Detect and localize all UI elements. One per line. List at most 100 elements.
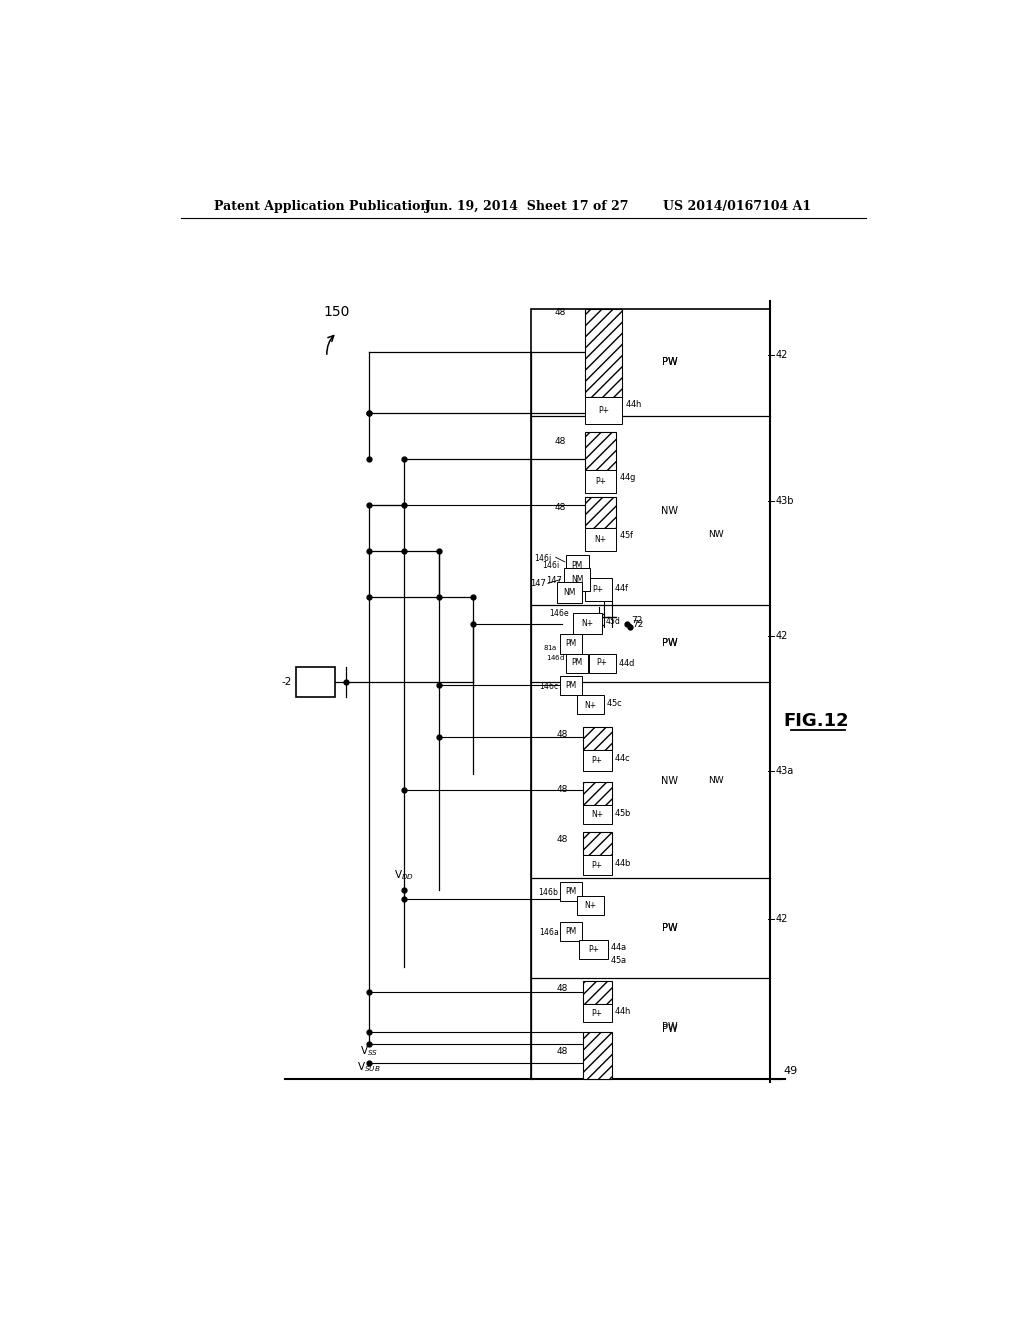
Text: P+: P+ [593, 585, 603, 594]
Text: -2: -2 [282, 677, 292, 686]
Text: $\mathsf{44d}$: $\mathsf{44d}$ [617, 657, 635, 668]
Text: NW: NW [708, 529, 724, 539]
Text: $\mathsf{45f}$: $\mathsf{45f}$ [618, 529, 635, 540]
Text: PW: PW [662, 1023, 677, 1034]
Text: V$_{SS}$: V$_{SS}$ [360, 1044, 378, 1057]
Text: 43b: 43b [776, 496, 795, 506]
Text: US 2014/0167104 A1: US 2014/0167104 A1 [664, 199, 812, 213]
Text: P+: P+ [595, 478, 606, 486]
Bar [583, 832, 611, 855]
Text: PM: PM [565, 681, 577, 689]
Bar [585, 470, 615, 494]
Text: 147: 147 [546, 576, 562, 585]
Text: NM: NM [563, 589, 575, 597]
Bar [296, 667, 335, 697]
Text: PM: PM [565, 887, 577, 896]
Bar [583, 1003, 611, 1022]
Text: 48: 48 [557, 730, 568, 739]
Text: 48: 48 [554, 503, 565, 512]
Text: $\mathsf{146d}$: $\mathsf{146d}$ [547, 653, 565, 661]
Text: $\mathsf{44h}$: $\mathsf{44h}$ [614, 1006, 632, 1016]
Text: P+: P+ [592, 1008, 603, 1018]
Text: N+: N+ [584, 900, 596, 909]
Text: PW: PW [662, 639, 677, 648]
Text: $\mathsf{146a}$: $\mathsf{146a}$ [539, 927, 559, 937]
Text: $\mathsf{146i}$: $\mathsf{146i}$ [535, 552, 553, 562]
Text: $\mathsf{44a}$: $\mathsf{44a}$ [610, 941, 628, 952]
Text: 150: 150 [323, 305, 349, 319]
Text: 48: 48 [557, 836, 568, 845]
Bar [583, 726, 611, 750]
Text: N+: N+ [591, 810, 603, 818]
Text: P+: P+ [592, 756, 603, 766]
Text: 43a: 43a [776, 766, 794, 776]
Text: 48: 48 [557, 785, 568, 795]
Bar [583, 781, 611, 805]
Bar [564, 568, 590, 591]
Bar [531, 309, 770, 1078]
Text: NM: NM [571, 576, 584, 583]
Bar [580, 940, 608, 960]
Text: 42: 42 [776, 631, 788, 640]
Text: 72: 72 [633, 620, 644, 628]
Text: 48: 48 [554, 308, 565, 317]
Text: V$_{DD}$: V$_{DD}$ [394, 869, 414, 882]
Text: PW: PW [662, 924, 677, 933]
Text: N+: N+ [581, 619, 593, 628]
Text: PM: PM [571, 561, 583, 570]
Text: PM: PM [571, 659, 583, 667]
Text: P+: P+ [592, 861, 603, 870]
Text: V$_{SUB}$: V$_{SUB}$ [357, 1060, 381, 1074]
Text: Patent Application Publication: Patent Application Publication [214, 199, 429, 213]
Bar [566, 653, 588, 673]
Text: P+: P+ [588, 945, 599, 953]
Text: Jun. 19, 2014  Sheet 17 of 27: Jun. 19, 2014 Sheet 17 of 27 [425, 199, 629, 213]
Bar [565, 554, 589, 577]
Text: P+: P+ [598, 405, 609, 414]
Text: $\mathsf{45b}$: $\mathsf{45b}$ [614, 808, 632, 818]
Text: PM: PM [565, 927, 577, 936]
Bar [557, 582, 582, 603]
Text: 48: 48 [557, 1047, 568, 1056]
Text: $\mathsf{44c}$: $\mathsf{44c}$ [614, 752, 631, 763]
Text: 72: 72 [631, 616, 642, 624]
Text: $\mathsf{44f}$: $\mathsf{44f}$ [614, 582, 630, 593]
Bar [585, 397, 622, 424]
Bar [583, 805, 611, 825]
Text: 42: 42 [776, 915, 788, 924]
Text: NW: NW [662, 506, 678, 516]
Bar [589, 653, 615, 673]
Bar [578, 696, 604, 714]
Text: $\mathsf{45a}$: $\mathsf{45a}$ [609, 953, 627, 965]
Bar [560, 882, 582, 902]
Bar [560, 923, 582, 941]
Text: 49: 49 [783, 1067, 798, 1076]
Text: PW: PW [662, 358, 677, 367]
Text: $\mathsf{146c}$: $\mathsf{146c}$ [540, 680, 559, 690]
Text: 42: 42 [776, 350, 788, 360]
Text: PW: PW [662, 1022, 677, 1032]
Bar [560, 635, 582, 653]
Text: PW: PW [662, 639, 677, 648]
Text: 48: 48 [557, 983, 568, 993]
Text: N+: N+ [584, 701, 596, 710]
Text: PM: PM [565, 639, 577, 648]
Text: $\mathsf{44g}$: $\mathsf{44g}$ [618, 471, 636, 484]
Text: $\mathsf{45d}$: $\mathsf{45d}$ [605, 615, 621, 626]
Bar [578, 896, 604, 915]
Text: PW: PW [662, 358, 677, 367]
Bar [573, 612, 602, 635]
Bar [585, 578, 611, 601]
Bar [583, 1032, 611, 1078]
Bar [560, 676, 582, 696]
Text: FIG.12: FIG.12 [783, 711, 849, 730]
Text: $\mathsf{81a}$: $\mathsf{81a}$ [544, 643, 558, 652]
Text: $\mathsf{146e}$: $\mathsf{146e}$ [549, 607, 569, 618]
Text: $\mathsf{44h}$: $\mathsf{44h}$ [625, 397, 642, 409]
Text: $\mathsf{146i}$: $\mathsf{146i}$ [542, 560, 560, 570]
Text: NW: NW [708, 776, 724, 785]
Text: NW: NW [662, 776, 678, 785]
Bar [585, 528, 615, 552]
Text: P+: P+ [596, 659, 607, 667]
Text: N+: N+ [594, 535, 606, 544]
